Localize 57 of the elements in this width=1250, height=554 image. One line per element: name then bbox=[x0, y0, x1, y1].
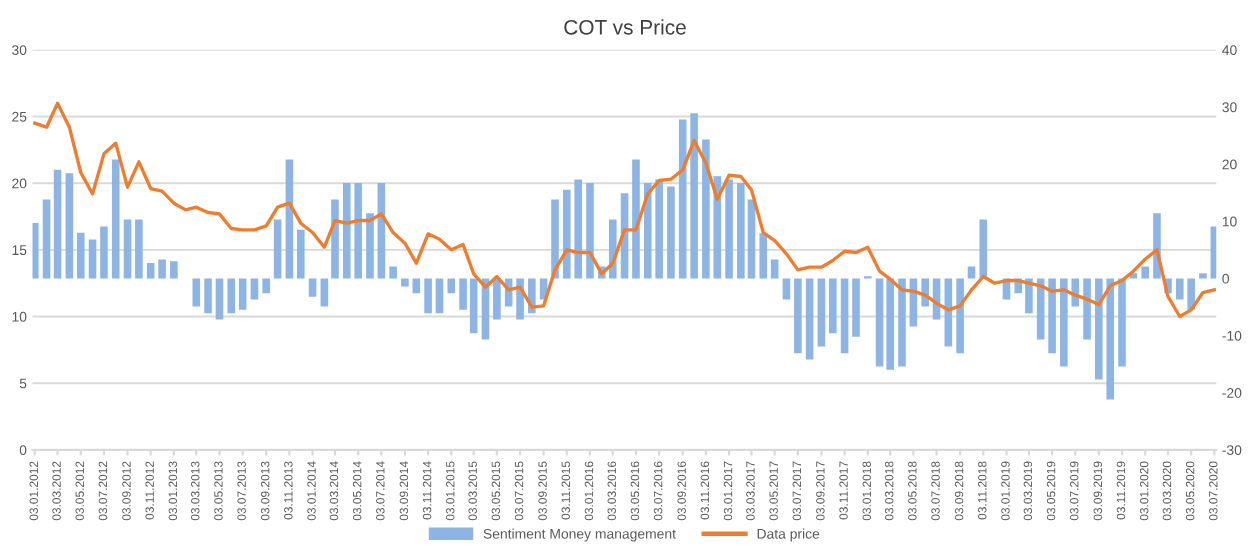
bar bbox=[1083, 278, 1091, 340]
bar bbox=[412, 278, 421, 294]
bar bbox=[794, 278, 802, 354]
bar bbox=[759, 233, 768, 279]
bar bbox=[435, 278, 444, 314]
bar bbox=[65, 173, 74, 279]
bar bbox=[840, 278, 849, 354]
bar bbox=[158, 259, 166, 279]
bar bbox=[389, 266, 397, 279]
bar bbox=[1141, 266, 1149, 279]
bar bbox=[76, 232, 85, 279]
bar bbox=[250, 278, 259, 300]
bar bbox=[979, 219, 988, 279]
bar bbox=[366, 213, 374, 279]
bar bbox=[135, 219, 143, 279]
bar bbox=[192, 278, 201, 307]
bar bbox=[967, 266, 976, 279]
bar bbox=[42, 199, 51, 279]
bar bbox=[586, 183, 594, 279]
bar bbox=[53, 169, 62, 279]
bar bbox=[123, 219, 132, 279]
bar bbox=[447, 278, 456, 294]
bar bbox=[1118, 278, 1126, 367]
bar bbox=[100, 226, 108, 279]
chart-title: COT vs Price bbox=[564, 19, 686, 35]
bar bbox=[817, 278, 826, 347]
bar bbox=[424, 278, 432, 314]
bar bbox=[88, 239, 97, 279]
bar bbox=[227, 278, 236, 314]
bar bbox=[1048, 278, 1056, 354]
bar bbox=[829, 278, 837, 334]
bar bbox=[898, 278, 906, 367]
bar bbox=[146, 263, 155, 279]
bar bbox=[273, 219, 282, 279]
bar bbox=[551, 199, 559, 279]
bar bbox=[956, 278, 964, 354]
bar bbox=[215, 278, 224, 320]
bar bbox=[238, 278, 247, 310]
bar bbox=[493, 278, 501, 320]
bar bbox=[262, 278, 271, 294]
bar bbox=[632, 159, 640, 279]
bar bbox=[1199, 273, 1207, 279]
bar bbox=[805, 278, 814, 360]
bar bbox=[320, 278, 329, 307]
bar bbox=[725, 179, 733, 279]
bar bbox=[204, 278, 212, 314]
bar bbox=[782, 278, 791, 300]
bar bbox=[401, 278, 409, 287]
bar bbox=[111, 159, 120, 279]
bar bbox=[170, 261, 178, 279]
bar bbox=[852, 278, 860, 337]
bar bbox=[331, 199, 339, 279]
bar bbox=[296, 229, 305, 279]
bar bbox=[667, 186, 675, 279]
line-series bbox=[33, 101, 1217, 319]
bar bbox=[308, 278, 317, 297]
bar bbox=[32, 223, 39, 279]
